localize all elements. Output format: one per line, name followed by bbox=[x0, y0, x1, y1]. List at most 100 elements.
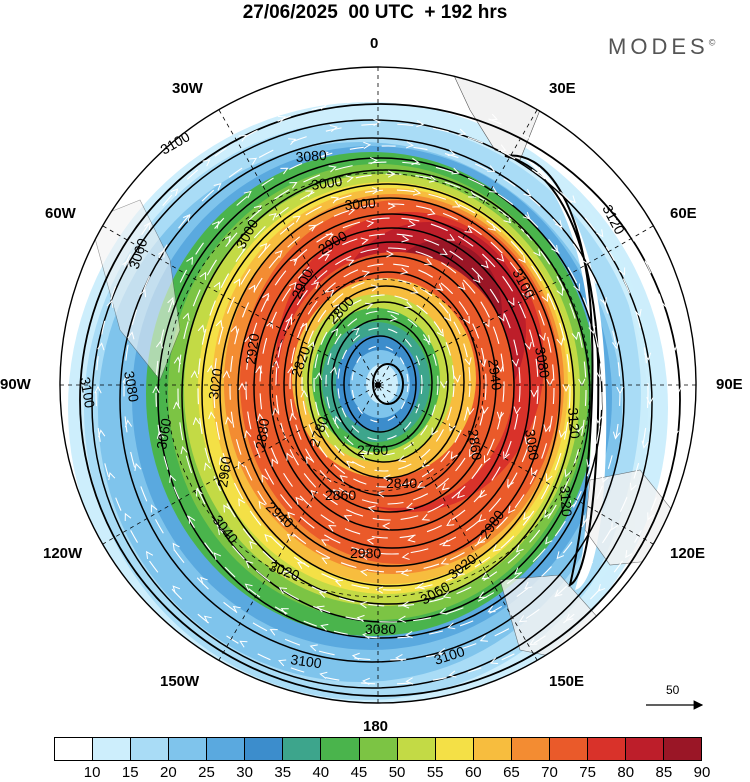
wind-arrowhead bbox=[469, 449, 476, 458]
wind-arrowhead bbox=[601, 474, 609, 484]
wind-arrowhead bbox=[416, 582, 425, 590]
wind-arrowhead bbox=[538, 332, 546, 341]
wind-arrowhead bbox=[343, 515, 352, 522]
wind-arrowhead bbox=[332, 489, 341, 497]
wind-arrowhead bbox=[243, 190, 252, 199]
wind-arrowhead bbox=[421, 513, 430, 521]
wind-arrowhead bbox=[489, 185, 498, 193]
wind-arrowhead bbox=[207, 364, 215, 373]
contour-label: 3100 bbox=[290, 651, 323, 671]
wind-arrowhead bbox=[249, 541, 257, 549]
lon-label-120w: 120W bbox=[43, 545, 83, 562]
wind-arrowhead bbox=[386, 250, 394, 258]
wind-arrowhead bbox=[173, 401, 181, 410]
wind-arrowhead bbox=[481, 572, 490, 580]
wind-arrowhead bbox=[289, 281, 297, 290]
wind-arrowhead bbox=[416, 481, 426, 488]
wind-arrowhead bbox=[255, 365, 263, 374]
wind-arrowhead bbox=[481, 406, 489, 415]
wind-arrowhead bbox=[597, 583, 606, 592]
wind-arrowhead bbox=[453, 374, 461, 383]
wind-arrowhead bbox=[158, 249, 165, 258]
wind-arrowhead bbox=[278, 659, 287, 667]
wind-arrowhead bbox=[124, 512, 132, 521]
wind-arrowhead bbox=[565, 613, 574, 621]
wind-arrowhead bbox=[585, 558, 593, 567]
wind-arrowhead bbox=[406, 94, 414, 103]
wind-arrowhead bbox=[452, 200, 461, 208]
wind-arrowhead bbox=[464, 357, 472, 366]
wind-arrowhead bbox=[122, 375, 130, 383]
wind-arrowhead bbox=[360, 552, 369, 560]
wind-arrowhead bbox=[575, 424, 583, 433]
wind-arrowhead bbox=[308, 224, 317, 232]
wind-arrowhead bbox=[371, 187, 380, 195]
wind-arrowhead bbox=[556, 551, 565, 560]
lon-label-90e: 90E bbox=[716, 376, 743, 393]
colorbar-tick-label: 65 bbox=[503, 764, 520, 781]
wind-arrowhead bbox=[431, 427, 439, 436]
wind-arrowhead bbox=[280, 608, 289, 615]
wind-arrowhead bbox=[489, 113, 498, 121]
wind-arrowhead bbox=[545, 536, 553, 545]
wind-arrowhead bbox=[266, 320, 274, 329]
wind-arrowhead bbox=[483, 455, 491, 464]
wind-arrowhead bbox=[411, 157, 420, 166]
wind-arrowhead bbox=[546, 378, 554, 387]
wind-arrowhead bbox=[188, 515, 196, 524]
wind-arrowhead bbox=[351, 652, 360, 660]
wind-arrowhead bbox=[339, 475, 348, 483]
colorbar-swatch bbox=[207, 738, 246, 760]
wind-arrowhead bbox=[223, 235, 231, 244]
contour-label: 2960 bbox=[214, 455, 234, 488]
wind-arrowhead bbox=[361, 270, 371, 278]
wind-arrowhead bbox=[481, 260, 489, 269]
wind-arrowhead bbox=[139, 289, 147, 298]
wind-arrowhead bbox=[359, 601, 368, 609]
wind-arrowhead bbox=[618, 267, 626, 276]
wind-arrowhead bbox=[424, 258, 433, 265]
wind-arrowhead bbox=[223, 504, 231, 513]
wind-arrowhead bbox=[106, 299, 114, 309]
wind-arrowhead bbox=[244, 335, 252, 344]
wind-arrowhead bbox=[441, 482, 450, 491]
wind-arrowhead bbox=[318, 591, 328, 598]
wind-arrowhead bbox=[230, 325, 238, 334]
wind-arrowhead bbox=[401, 552, 410, 560]
wind-arrowhead bbox=[647, 512, 654, 521]
wind-arrowhead bbox=[173, 356, 182, 365]
colorbar-tick-label: 45 bbox=[350, 764, 368, 781]
colorbar-swatch bbox=[131, 738, 170, 760]
wind-arrowhead bbox=[479, 490, 487, 499]
contour-label: 3020 bbox=[205, 367, 225, 400]
wind-arrowhead bbox=[346, 208, 356, 216]
wind-arrowhead bbox=[238, 134, 247, 142]
wind-arrowhead bbox=[319, 102, 328, 110]
brand-logo: MODES© bbox=[608, 34, 715, 60]
wind-arrowhead bbox=[182, 312, 190, 321]
wind-arrowhead bbox=[524, 581, 533, 590]
wind-arrowhead bbox=[492, 544, 501, 552]
colorbar-swatch bbox=[549, 738, 588, 760]
wind-arrowhead bbox=[472, 275, 481, 284]
wind-arrowhead bbox=[554, 219, 563, 228]
colorbar-swatch bbox=[283, 738, 322, 760]
wind-arrowhead bbox=[450, 451, 458, 460]
wind-arrowhead bbox=[345, 175, 354, 183]
south-pole-marker bbox=[375, 382, 381, 388]
wind-arrowhead bbox=[502, 451, 510, 460]
wind-arrowhead bbox=[156, 430, 165, 439]
lon-label-90w: 90W bbox=[0, 376, 31, 393]
wind-arrowhead bbox=[524, 436, 532, 445]
wind-arrowhead bbox=[427, 208, 436, 216]
wind-arrowhead bbox=[321, 253, 330, 261]
wind-arrowhead bbox=[373, 118, 381, 127]
wind-arrowhead bbox=[508, 505, 516, 514]
contour-label: 3080 bbox=[522, 428, 542, 461]
wind-arrowhead bbox=[596, 229, 604, 238]
wind-arrowhead bbox=[169, 474, 177, 483]
wind-arrowhead bbox=[256, 413, 265, 422]
wind-arrowhead bbox=[287, 511, 295, 520]
colorbar-swatch bbox=[587, 738, 626, 760]
wind-arrowhead bbox=[306, 455, 313, 465]
